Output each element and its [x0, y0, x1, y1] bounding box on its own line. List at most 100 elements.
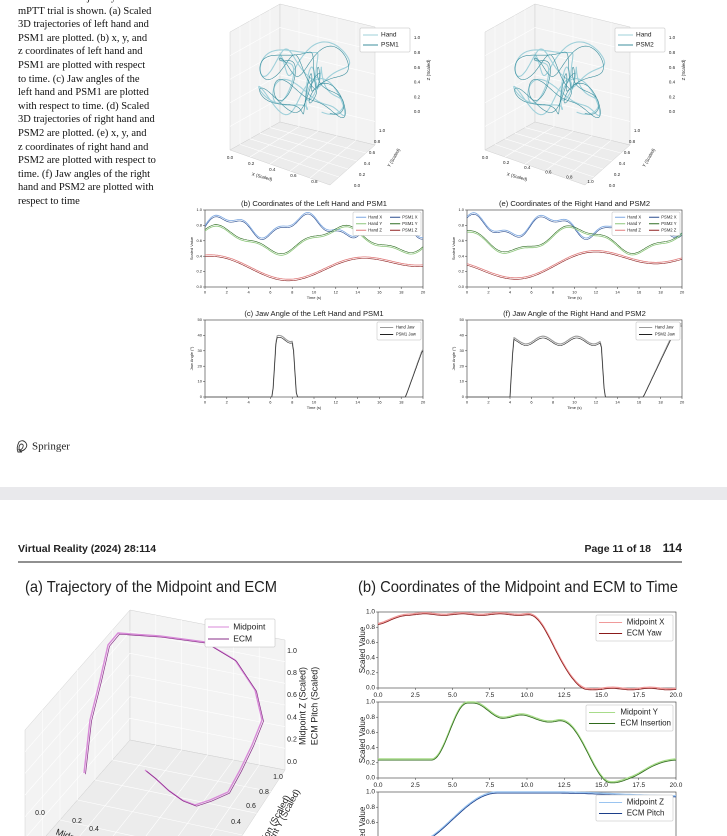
caption-line: z coordinates of right hand and: [18, 141, 149, 153]
x-tick-label: 0.8: [566, 174, 573, 179]
x-tick-label: 16: [637, 289, 642, 294]
legend-label: Midpoint X: [627, 618, 665, 627]
y-tick-label: 10: [460, 379, 465, 384]
y-tick-label: 0.0: [196, 284, 202, 289]
legend-box: [585, 704, 674, 732]
x-tick-label: 12: [334, 289, 339, 294]
plot-line: [204, 254, 424, 280]
caption-line: time. (f) Jaw angles of the right: [18, 168, 151, 180]
z-tick-label: 1.0: [287, 648, 297, 655]
legend-box: [595, 614, 674, 642]
legend-label: PSM1 Jaw: [396, 332, 417, 337]
caption-line: mPTT trial is shown. (a) Scaled: [18, 5, 152, 17]
y-tick-label: 10: [198, 379, 203, 384]
legend-label: PSM2 Z: [661, 227, 677, 232]
x-axis-label: Time (s): [307, 405, 322, 410]
x-tick-label: 4: [247, 289, 250, 294]
x-tick-label: 0.0: [373, 692, 382, 699]
x-tick-label: 16: [377, 399, 382, 404]
x-tick-label: 8: [552, 399, 555, 404]
y-tick-label: 0.6: [196, 238, 202, 243]
grid-line: [229, 98, 376, 127]
y-tick-label: 1.0: [634, 128, 641, 133]
y-tick-label: 50: [198, 317, 203, 322]
grid-line: [504, 126, 555, 158]
z-tick-label: 0.8: [669, 50, 676, 55]
x-tick-label: 8: [291, 399, 294, 404]
plot-line: [467, 325, 682, 398]
grid-line: [239, 144, 340, 178]
legend-label: Midpoint Z: [627, 798, 664, 807]
x-tick-label: 18: [399, 399, 404, 404]
x-tick-label: 14: [615, 289, 620, 294]
y-tick-label: 0.6: [369, 150, 376, 155]
legend-label: Hand: [636, 32, 652, 39]
grid-line: [514, 132, 613, 162]
grid-line: [564, 140, 612, 179]
x-tick-label: 2: [226, 289, 229, 294]
springer-logo: [16, 440, 28, 453]
x-tick-label: 15.0: [595, 692, 608, 699]
grid-line: [544, 135, 593, 172]
z-axis-label: Z (Scaled): [426, 59, 431, 80]
legend-label: ECM Insertion: [620, 719, 671, 728]
legend-label: Hand Jaw: [396, 325, 416, 330]
x-axis-label: Time (s): [567, 295, 582, 300]
y-tick-label: 1.0: [273, 774, 283, 781]
y-tick-label: 0.2: [614, 172, 621, 177]
z-axis-label: ECM Pitch (Scaled): [309, 667, 319, 746]
legend-label: PSM2 Y: [661, 221, 676, 226]
y-tick-label: 0.8: [366, 714, 375, 721]
grid-line: [229, 50, 376, 80]
y-tick-label: 0.2: [366, 670, 375, 677]
caption-line: tions of PSM trajectory from one: [18, 0, 178, 5]
x-tick-label: 12: [594, 399, 599, 404]
y-tick-label: 0.8: [458, 222, 464, 227]
x-tick-label: 18: [658, 289, 663, 294]
y-tick-label: 0.2: [366, 760, 375, 767]
grid-line: [229, 27, 376, 56]
x-tick-label: 4: [509, 289, 512, 294]
y-tick-label: 0.8: [259, 789, 269, 796]
caption-line: PSM2 are plotted. (e) x, y, and: [18, 127, 147, 139]
trajectory: [259, 45, 349, 118]
y-axis-label: Scaled Value: [189, 236, 194, 260]
y-tick-label: 1.0: [196, 207, 202, 212]
caption-line: to time. (c) Jaw angles of the: [18, 73, 140, 85]
x-tick-label: 15.0: [595, 782, 608, 789]
y-tick-label: 0.6: [366, 819, 375, 826]
page-gap: [0, 487, 727, 500]
legend-label: ECM Yaw: [627, 629, 662, 638]
grid-line: [269, 130, 319, 165]
legend-label: Hand Z: [627, 227, 641, 232]
x-tick-label: 18: [658, 399, 663, 404]
legend-label: Midpoint: [233, 621, 266, 631]
x-tick-label: 14: [615, 399, 620, 404]
x-tick-label: 2.5: [411, 782, 420, 789]
grid-line: [484, 27, 631, 56]
plot-line: [204, 256, 424, 282]
grid-line: [229, 74, 376, 104]
x-tick-label: 20.0: [670, 782, 683, 789]
legend-label: PSM2: [636, 42, 654, 49]
x-tick-label: 0.6: [290, 173, 297, 178]
caption-line: PSM1 are plotted with respect: [18, 59, 146, 71]
x-tick-label: 7.5: [485, 692, 494, 699]
y-tick-label: 0.4: [619, 161, 626, 166]
x-tick-label: 0.0: [227, 155, 234, 160]
z-tick-label: 0.8: [287, 670, 297, 677]
y-tick-label: 0.8: [196, 222, 202, 227]
running-header: Virtual Reality (2024) 28:114: [18, 543, 156, 555]
figure-title: (a) Trajectory of the Midpoint and ECM: [25, 579, 277, 596]
z-tick-label: 0.2: [414, 94, 421, 99]
legend-label: PSM2 X: [661, 214, 677, 219]
grid-line: [504, 138, 604, 170]
z-tick-label: 0.4: [287, 714, 297, 721]
grid-line: [494, 144, 595, 178]
x-tick-label: 0.0: [373, 782, 382, 789]
legend-label: PSM1 X: [402, 214, 418, 219]
legend-box: [611, 211, 681, 236]
trajectory: [514, 45, 604, 118]
